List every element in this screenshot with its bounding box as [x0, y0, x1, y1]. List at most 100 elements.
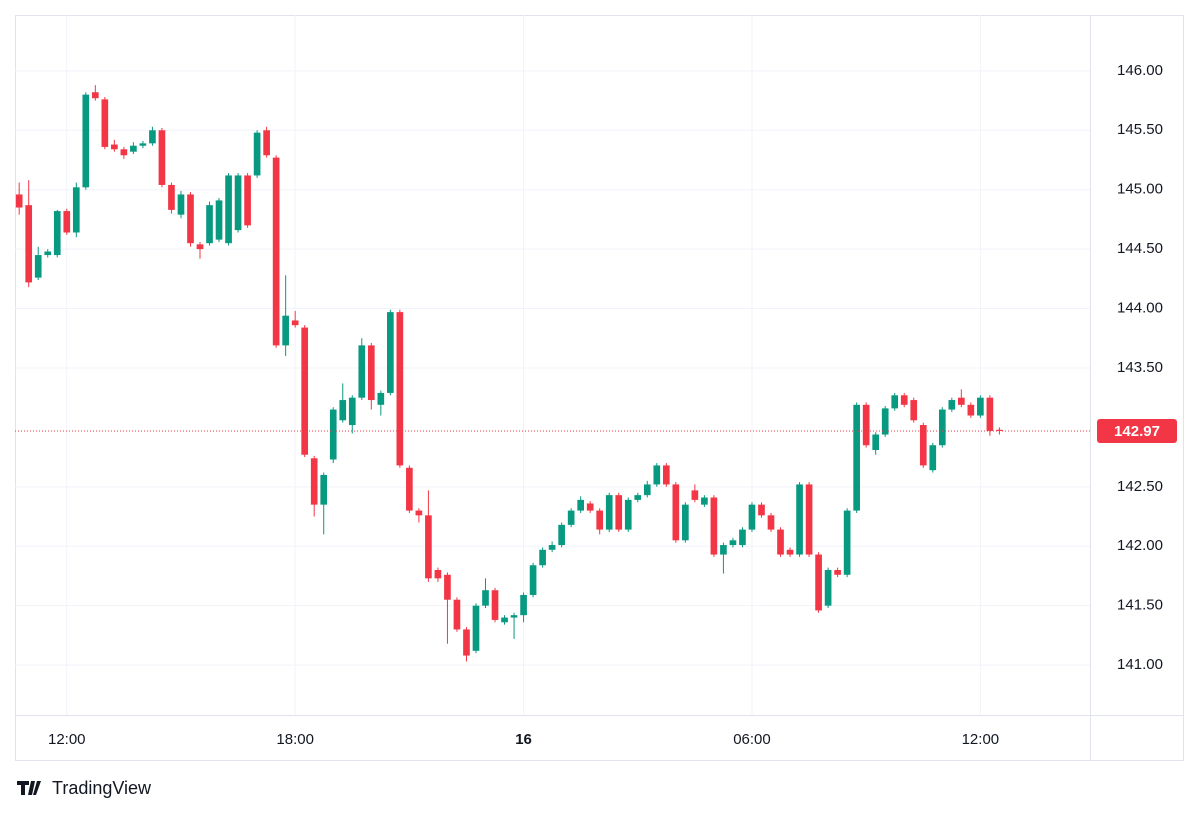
x-tick-label: 06:00 — [733, 731, 771, 748]
y-tick-label: 144.50 — [1117, 240, 1163, 257]
candle-body — [196, 244, 204, 250]
candle-body — [834, 570, 841, 575]
candle-body — [91, 92, 99, 99]
candle-body — [120, 149, 128, 156]
candle-body — [149, 130, 156, 144]
candle-body — [25, 205, 33, 283]
candle-body — [63, 211, 71, 233]
candle-body — [358, 345, 366, 398]
candle-body — [653, 465, 661, 485]
candle-body — [82, 94, 90, 188]
candle-body — [510, 615, 518, 618]
candle-body — [253, 132, 261, 176]
candle-body — [577, 499, 585, 511]
candle-body — [282, 315, 289, 346]
candle-body — [206, 205, 213, 244]
candle-body — [891, 395, 899, 409]
candle-body — [786, 549, 794, 555]
candle-body — [853, 404, 860, 511]
candle-body — [225, 175, 232, 244]
candle-body — [624, 499, 632, 530]
candle-body — [529, 565, 537, 595]
candle-body — [44, 251, 52, 256]
candle-body — [872, 434, 880, 450]
x-tick-label: 18:00 — [276, 731, 314, 748]
candle-body — [472, 605, 480, 651]
candle-body — [501, 617, 508, 623]
candle-body — [520, 594, 527, 616]
candle-body — [805, 484, 813, 555]
candle-body — [387, 312, 394, 393]
candle-body — [425, 515, 432, 579]
candle-body — [548, 545, 556, 550]
candle-body — [967, 404, 975, 416]
candle-body — [662, 465, 670, 485]
candle-body — [482, 590, 489, 606]
candle-body — [862, 404, 870, 446]
candle-body — [348, 397, 356, 426]
candle-body — [263, 130, 270, 156]
candle-body — [729, 540, 737, 546]
candle-body — [910, 400, 918, 421]
candle-body — [682, 504, 689, 541]
candle-body — [367, 345, 375, 401]
candle-body — [767, 515, 775, 530]
candle-body — [710, 497, 718, 555]
candle-body — [720, 545, 727, 555]
candle-body — [634, 495, 642, 500]
x-tick-label: 12:00 — [962, 731, 1000, 748]
y-tick-label: 141.00 — [1117, 656, 1163, 673]
candle-body — [558, 524, 565, 546]
y-tick-label: 142.50 — [1117, 478, 1163, 495]
candle-body — [111, 144, 118, 150]
candle-body — [291, 320, 299, 326]
candle-body — [948, 400, 956, 410]
x-tick-label: 12:00 — [48, 731, 86, 748]
candle-body — [158, 130, 166, 185]
candle-body — [938, 409, 946, 446]
candle-body — [463, 629, 470, 656]
candle-body — [53, 211, 61, 256]
candle-body — [310, 458, 318, 505]
y-tick-label: 146.00 — [1117, 62, 1163, 79]
last-price-label: 142.97 — [1114, 423, 1160, 440]
logo: TradingView — [17, 778, 152, 798]
candle-body — [929, 445, 937, 471]
candle-body — [72, 187, 80, 233]
candle-body — [986, 397, 994, 431]
candle-body — [796, 484, 803, 555]
y-tick-label: 143.50 — [1117, 359, 1163, 376]
candle-body — [815, 554, 822, 611]
candle-body — [596, 510, 604, 530]
candle-body — [453, 599, 461, 630]
candle-body — [605, 495, 613, 530]
candle-body — [168, 184, 175, 210]
candle-body — [881, 408, 889, 435]
candle-body — [958, 397, 965, 405]
frame — [15, 15, 1184, 761]
candle-body — [691, 490, 699, 500]
candle-body — [824, 570, 832, 606]
candle-body — [15, 194, 23, 208]
y-tick-label: 145.00 — [1117, 181, 1163, 198]
grid — [15, 15, 1090, 715]
candle-body — [777, 529, 784, 555]
last-price-box — [1097, 418, 1177, 443]
candle-body — [339, 400, 347, 421]
candle-body — [586, 503, 594, 511]
candle-body — [130, 145, 137, 152]
candle-body — [491, 590, 499, 620]
y-tick-label: 142.00 — [1117, 537, 1163, 554]
candle-body — [215, 200, 223, 240]
candle-body — [177, 194, 185, 215]
candle-body — [919, 425, 927, 466]
candle-body — [567, 510, 575, 525]
y-tick-label: 144.00 — [1117, 300, 1163, 317]
candle-body — [301, 327, 309, 455]
candle-body — [34, 255, 42, 278]
candle-body — [396, 312, 404, 466]
y-tick-label: 141.50 — [1117, 597, 1163, 614]
candle-body — [701, 497, 708, 505]
candle-body — [434, 570, 442, 579]
